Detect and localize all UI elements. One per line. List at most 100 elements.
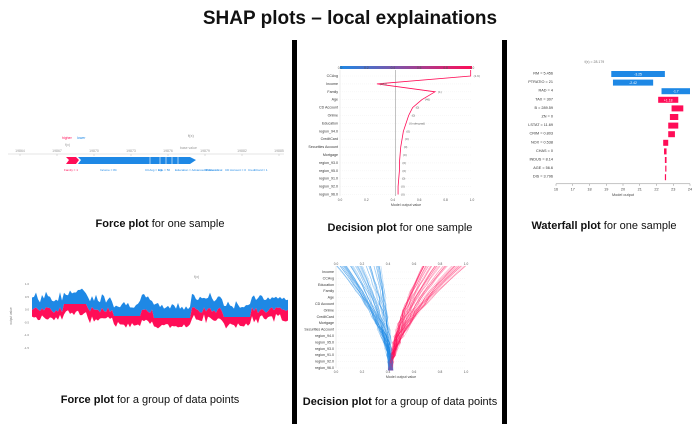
decision-group-path (373, 265, 393, 371)
waterfall-feature-label: RAD = 4 (539, 89, 553, 93)
decision-group-path (391, 265, 447, 371)
decision-group-path (360, 265, 394, 371)
decision-xtick-top: 0.8 (443, 66, 448, 70)
decision-xtick-top: 0.8 (438, 262, 443, 266)
waterfall-xlabel: Model output (612, 193, 635, 197)
waterfall-feature-label: AGE = 56.6 (533, 166, 553, 170)
decision-feature-label: CD Account (319, 106, 338, 110)
decision-feature-label: CCAvg (323, 276, 334, 280)
waterfall-bar (668, 131, 675, 138)
force-group-blue-area (32, 288, 288, 318)
base-value-label: base value (180, 146, 197, 150)
decision-feature-label: region_94.0 (319, 129, 338, 133)
decision-feature-label: region_92.0 (319, 185, 338, 189)
force-axis-tick-label: 19864 (15, 149, 25, 153)
divider-left (292, 40, 297, 424)
decision-xtick-bottom: 0.4 (386, 370, 391, 374)
legend-higher: higher (62, 136, 73, 140)
waterfall-xtick: 19 (604, 187, 608, 191)
waterfall-bar (671, 105, 684, 112)
decision-xtick-top: 0.2 (360, 262, 365, 266)
force-plot-single-svg: f(x) higher lower f(x) base value 19864 1… (8, 133, 284, 172)
force-blue-feature-label: Income = 84 (100, 168, 117, 172)
decision-value-label: (0) (412, 114, 416, 118)
waterfall-xtick: 16 (554, 187, 558, 191)
waterfall-feature-label: PTRATIO = 21 (528, 80, 553, 84)
decision-colorbar (340, 66, 472, 69)
force-axis-tick-label: 19867 (52, 149, 62, 153)
force-group-ytick: -1.5 (24, 346, 30, 350)
force-plot-single: f(x) higher lower f(x) base value 19864 1… (0, 128, 292, 180)
decision-feature-label: CCAvg (327, 74, 338, 78)
force-group-ytick: 1.0 (25, 282, 30, 286)
waterfall-xtick: 24 (688, 187, 692, 191)
waterfall-fx-label: f(x) = 28.179 (584, 60, 604, 64)
decision-value-label: (0) (404, 145, 408, 149)
decision-group-path (355, 265, 392, 371)
decision-xtick-bottom: 0.0 (334, 370, 339, 374)
decision-value-label: (1) (438, 90, 442, 94)
decision-xtick-top: 0.0 (334, 262, 339, 266)
decision-xtick-bottom: 0.8 (438, 370, 443, 374)
decision-group-path (341, 265, 393, 371)
waterfall-feature-label: NOX = 0.538 (531, 140, 553, 144)
decision-value-label: (0) (402, 177, 406, 181)
decision-feature-label: region_93.0 (319, 161, 338, 165)
waterfall-xtick: 20 (621, 187, 625, 191)
force-axis-tick-label: 19876 (163, 149, 173, 153)
caption-decision-single: Decision plot for one sample (327, 222, 473, 234)
decision-feature-label: region_96.0 (319, 193, 338, 197)
waterfall-bar (661, 88, 690, 95)
decision-feature-label: CD Account (315, 302, 334, 306)
decision-feature-label: region_91.0 (319, 177, 338, 181)
waterfall-feature-label: DIS = 3.796 (533, 175, 553, 179)
decision-feature-label: region_94.0 (315, 334, 334, 338)
force-axis-tick-label: 19882 (237, 149, 247, 153)
page-title: SHAP plots – local explainations (202, 8, 498, 29)
waterfall-value-label: -1.7 (673, 90, 679, 94)
caption-force-single: Force plot for one sample (95, 218, 225, 230)
force-blue-bar (78, 157, 196, 164)
waterfall-xtick: 21 (638, 187, 642, 191)
decision-value-label: (0) (401, 193, 405, 197)
force-axis-tick-label: 19870 (89, 149, 99, 153)
waterfall-feature-label: LSTAT = 11.69 (528, 123, 553, 127)
decision-xtick-top: 0.4 (386, 262, 391, 266)
decision-group-path (388, 265, 444, 371)
divider-right (502, 40, 507, 424)
waterfall-xtick: 18 (587, 187, 591, 191)
force-axis-tick-label: 19885 (274, 149, 284, 153)
waterfall-bar (669, 114, 679, 120)
decision-xtick-bottom: 0.0 (338, 198, 343, 202)
decision-xtick-bottom: 0.6 (417, 198, 422, 202)
decision-group-path (343, 265, 392, 371)
waterfall-bar (612, 79, 654, 86)
waterfall-bar (664, 148, 667, 155)
decision-value-label: (0) (416, 106, 420, 110)
waterfall-xtick: 22 (654, 187, 658, 191)
decision-feature-label: Securities Account (304, 328, 334, 332)
decision-plot-group: Income CCAvg Education Family Age CD Account O… (300, 256, 480, 391)
decision-xtick-bottom: 0.8 (443, 198, 448, 202)
decision-feature-label: region_96.0 (315, 366, 334, 370)
decision-xtick-top: 1.0 (470, 66, 475, 70)
waterfall-feature-label: ZN = 0 (541, 115, 553, 119)
force-axis-tick-label: 19879 (200, 149, 210, 153)
decision-value-label: (Undergrad) (409, 121, 425, 125)
decision-plot-single-svg: CCAvg Income Family Age CD Account Online Educ… (308, 66, 480, 207)
caption-force-group: Force plot for a group of data points (60, 394, 240, 406)
force-blue-feature-label: Online = 1 (205, 168, 219, 172)
force-blue-feature-label: Age = 56 (158, 168, 170, 172)
decision-feature-label: Income (322, 270, 334, 274)
decision-group-path (389, 265, 437, 371)
decision-feature-label: region_95.0 (315, 340, 334, 344)
force-axis-ticks: 19864 19867 19870 19873 19876 19879 19882 19885 (15, 149, 284, 156)
waterfall-feature-label: INDUS = 8.14 (529, 158, 553, 162)
decision-value-label: (1.9) (474, 74, 480, 78)
decision-xtick-top: 0.6 (417, 66, 422, 70)
force-group-red-area (32, 304, 288, 329)
decision-group-path (376, 265, 393, 371)
decision-xtick-bottom: 0.4 (391, 198, 396, 202)
decision-feature-label: region_92.0 (315, 360, 334, 364)
